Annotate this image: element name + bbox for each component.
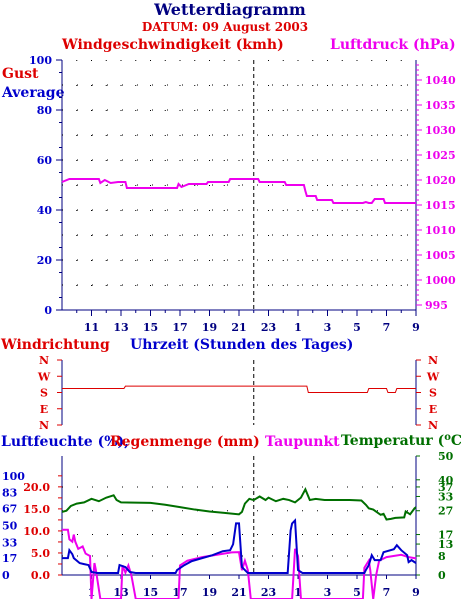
degree-symbol: o <box>444 432 451 443</box>
chart-title: Wetterdiagramm <box>153 0 306 19</box>
humidity-tick-label: 50 <box>2 519 18 532</box>
wind-pressure-panel: 0 20 40 60 80 100 995 1000 1005 1010 1015 1020 1025 1… <box>29 54 456 334</box>
temperature-tick-label: 50 <box>438 450 454 463</box>
hour-tick-label: 7 <box>383 586 391 599</box>
temperature-legend-text: Temperatur ( <box>341 433 444 449</box>
temperature-tick-label: 8 <box>438 550 446 563</box>
wind-speed-axis-title: Windgeschwindigkeit (kmh) <box>61 37 284 53</box>
hour-tick-label: 3 <box>324 321 332 334</box>
temperature-line <box>61 486 417 521</box>
direction-label-left: N <box>39 354 49 367</box>
rain-tick-label: 10.0 <box>23 525 50 538</box>
direction-label-right: N <box>428 419 438 432</box>
hour-tick-label: 17 <box>172 321 187 334</box>
hour-tick-label: 9 <box>412 586 420 599</box>
rain-legend: Regenmenge (mm) <box>110 434 260 450</box>
hour-tick-label: 7 <box>383 321 391 334</box>
humidity-tick-label: 33 <box>2 536 17 549</box>
pressure-tick-label: 1015 <box>425 199 456 212</box>
hour-tick-label: 11 <box>84 321 99 334</box>
direction-label-left: E <box>40 403 48 416</box>
pressure-tick-label: 995 <box>425 299 448 312</box>
hour-tick-label: 23 <box>261 321 276 334</box>
wind-direction-title: Windrichtung <box>0 337 110 353</box>
humidity-tick-label: 67 <box>2 503 17 516</box>
humidity-tick-label: 0 <box>2 569 10 582</box>
direction-label-left: W <box>37 370 51 383</box>
rain-tick-label: 5.0 <box>31 547 50 560</box>
hour-tick-label: 15 <box>143 586 158 599</box>
pressure-tick-label: 1030 <box>425 124 456 137</box>
hour-tick-label: 23 <box>261 586 276 599</box>
hour-tick-label: 13 <box>113 321 128 334</box>
direction-label-right: N <box>428 354 438 367</box>
temperature-unit: C) <box>451 433 461 449</box>
pressure-axis-title: Luftdruck (hPa) <box>330 37 456 53</box>
temperature-tick-label: 0 <box>438 569 446 582</box>
hour-tick-label: 5 <box>353 586 361 599</box>
rain-tick-label: 15.0 <box>23 503 50 516</box>
direction-label-right: W <box>426 370 440 383</box>
temperature-legend: Temperatur (oC) <box>341 432 461 449</box>
humidity-tick-label: 83 <box>2 487 17 500</box>
temperature-tick-label: 37 <box>438 481 453 494</box>
hour-tick-label: 21 <box>231 586 246 599</box>
hour-tick-label: 19 <box>202 321 217 334</box>
temperature-tick-label: 17 <box>438 529 453 542</box>
chart-date: DATUM: 09 August 2003 <box>142 20 308 34</box>
gust-legend: Gust <box>2 66 39 82</box>
hour-tick-label: 17 <box>172 586 187 599</box>
pressure-tick-label: 1020 <box>425 174 456 187</box>
wind-speed-tick-label: 100 <box>29 54 52 67</box>
hour-tick-label: 5 <box>353 321 361 334</box>
hour-tick-label: 19 <box>202 586 217 599</box>
pressure-tick-label: 1040 <box>425 74 456 87</box>
pressure-tick-label: 1010 <box>425 224 456 237</box>
pressure-tick-label: 1000 <box>425 274 456 287</box>
wind-direction-line <box>62 385 416 393</box>
temperature-tick-label: 27 <box>438 505 453 518</box>
hour-axis-title: Uhrzeit (Stunden des Tages) <box>130 337 353 353</box>
average-legend: Average <box>1 85 65 101</box>
wind-speed-tick-label: 60 <box>37 154 53 167</box>
wind-speed-tick-label: 40 <box>37 204 53 217</box>
pressure-line <box>61 178 416 204</box>
temperature-tick-label: 33 <box>438 490 453 503</box>
humidity-tick-label: 100 <box>2 470 25 483</box>
temperature-tick-label: 13 <box>438 538 453 551</box>
rain-tick-label: 0.0 <box>31 569 50 582</box>
direction-label-right: S <box>429 387 437 400</box>
wind-speed-tick-label: 20 <box>37 254 53 267</box>
pressure-tick-label: 1025 <box>425 149 456 162</box>
direction-label-left: S <box>40 387 48 400</box>
rain-tick-label: 20.0 <box>23 481 50 494</box>
hour-tick-label: 3 <box>324 586 332 599</box>
wind-speed-tick-label: 80 <box>37 104 53 117</box>
hour-tick-label: 9 <box>412 321 420 334</box>
direction-label-left: N <box>39 419 49 432</box>
wind-speed-tick-label: 0 <box>44 304 52 317</box>
temperature-tick-label: 40 <box>438 474 454 487</box>
hour-tick-label: 1 <box>294 321 302 334</box>
humidity-tick-label: 17 <box>2 552 17 565</box>
wind-direction-panel: N NW WS SE EN N <box>37 354 440 432</box>
direction-label-right: E <box>429 403 437 416</box>
pressure-tick-label: 1005 <box>425 249 456 262</box>
hour-tick-label: 15 <box>143 321 158 334</box>
dewpoint-legend: Taupunkt <box>265 434 340 450</box>
humidity-rain-temperature-panel: 017335067831000.05.010.015.020.008131727… <box>2 450 454 599</box>
hour-tick-label: 21 <box>231 321 246 334</box>
hour-tick-label: 1 <box>294 586 302 599</box>
pressure-tick-label: 1035 <box>425 99 456 112</box>
humidity-line <box>62 518 417 575</box>
humidity-legend: Luftfeuchte (%), <box>1 434 129 450</box>
